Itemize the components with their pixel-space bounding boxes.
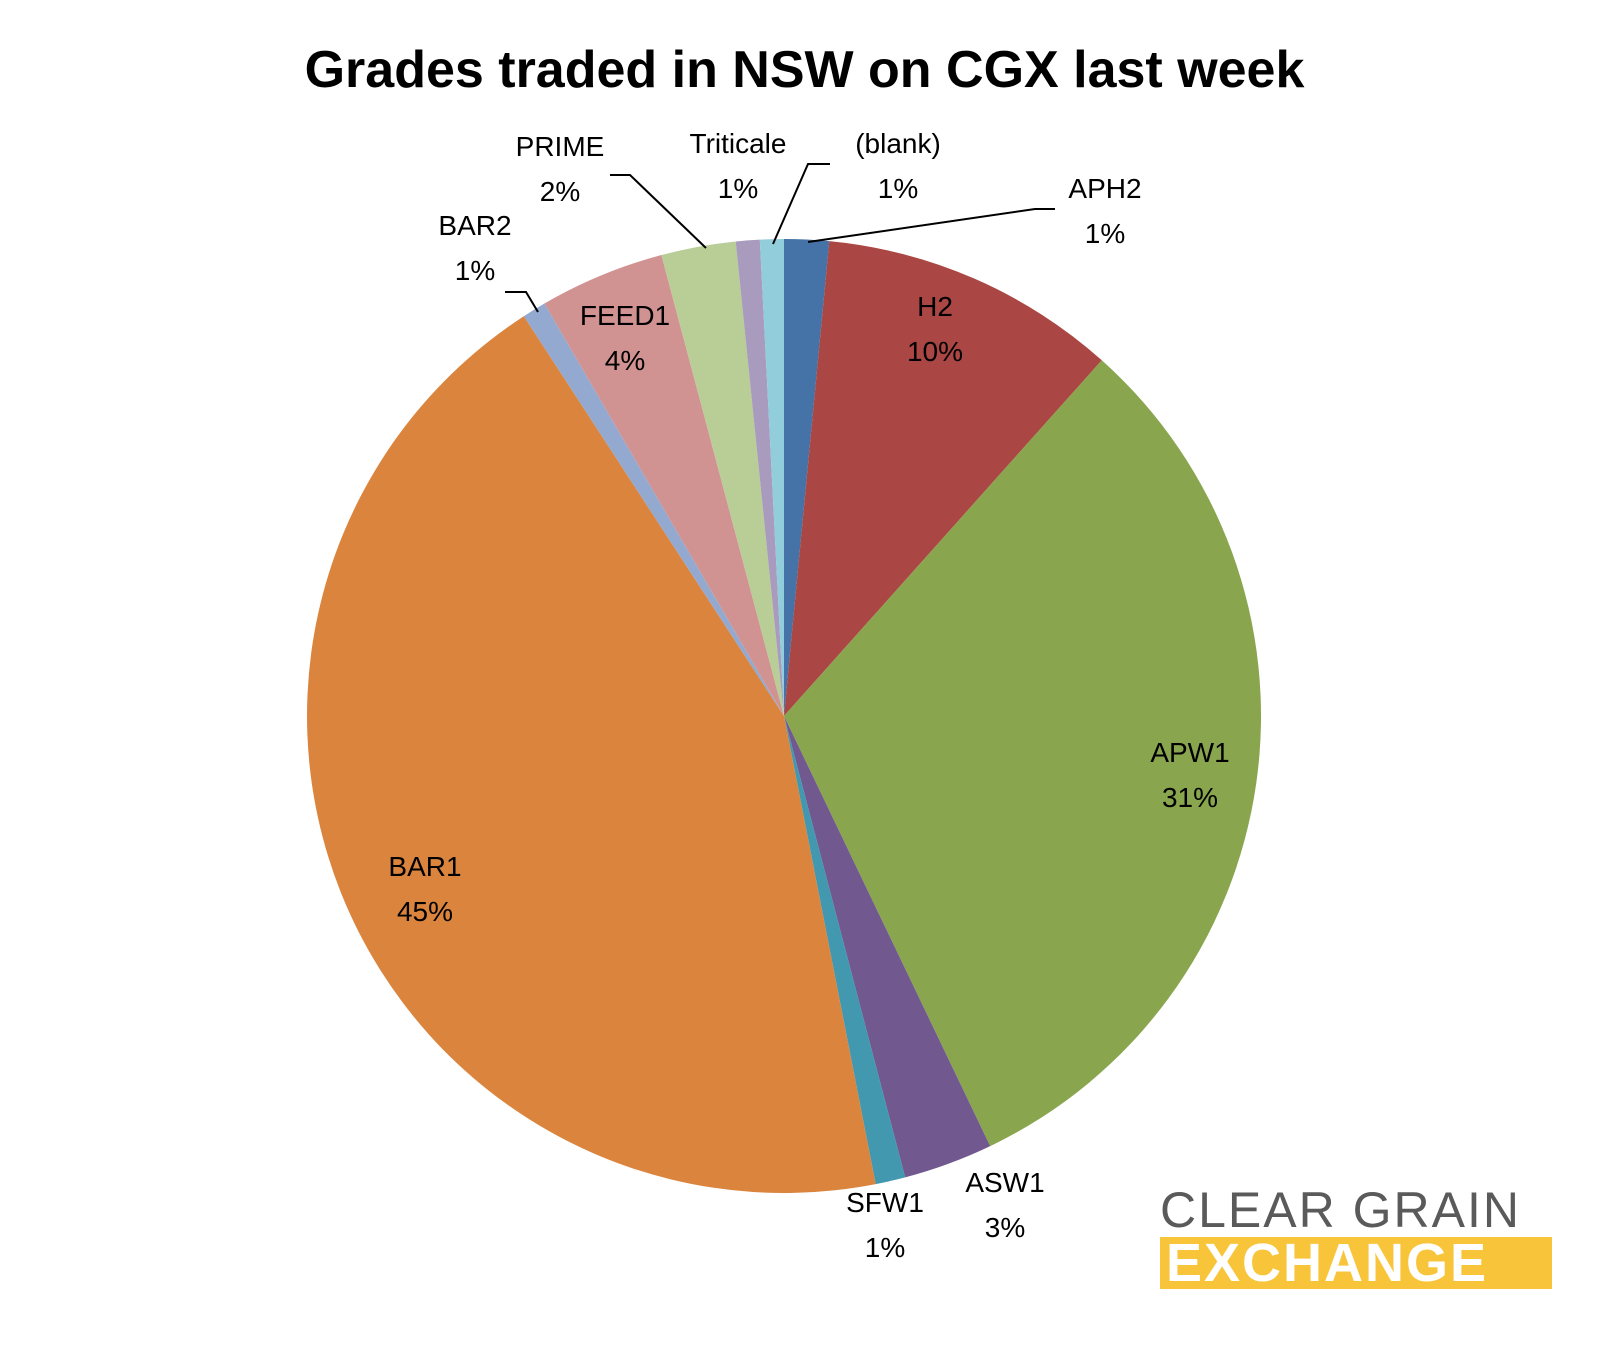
slice-name-label: APW1 (1150, 737, 1229, 768)
slice-name-label: SFW1 (846, 1187, 924, 1218)
leader-line-blank (772, 163, 830, 245)
pie-slice-h2 (784, 241, 1102, 716)
slice-percent-label: 3% (985, 1212, 1025, 1243)
slice-name-label: BAR2 (438, 210, 511, 241)
slice-percent-label: 2% (540, 176, 580, 207)
clear-grain-exchange-logo: CLEAR GRAIN EXCHANGE (1160, 1182, 1560, 1293)
logo-band: EXCHANGE (1160, 1233, 1552, 1293)
pie-slice-triticale (735, 239, 784, 717)
slice-percent-label: 45% (397, 896, 453, 927)
slice-name-label: PRIME (516, 131, 605, 162)
pie-slice-blank (759, 239, 784, 716)
leader-line-aph2 (807, 208, 1055, 243)
slice-percent-label: 1% (718, 173, 758, 204)
logo-text-line2: EXCHANGE (1166, 1233, 1489, 1293)
slice-percent-label: 31% (1162, 782, 1218, 813)
slice-percent-label: 1% (455, 255, 495, 286)
slice-name-label: (blank) (855, 128, 941, 159)
pie-slice-sfw1 (784, 716, 906, 1185)
pie-slice-aph2 (784, 239, 830, 716)
slice-percent-label: 10% (907, 336, 963, 367)
pie-slice-prime (661, 241, 784, 716)
slice-percent-label: 1% (1085, 218, 1125, 249)
slice-percent-label: 1% (865, 1232, 905, 1263)
slice-name-label: BAR1 (388, 851, 461, 882)
chart-title: Grades traded in NSW on CGX last week (304, 41, 1305, 99)
leader-line-prime (610, 174, 707, 249)
logo-text-line1: CLEAR GRAIN (1160, 1182, 1521, 1238)
pie-slice-bar1 (307, 316, 876, 1193)
slice-percent-label: 4% (605, 345, 645, 376)
pie-slice-asw1 (784, 716, 991, 1178)
slice-name-label: APH2 (1068, 173, 1141, 204)
slice-name-label: ASW1 (965, 1167, 1044, 1198)
pie-slice-feed1 (544, 255, 784, 716)
slice-name-label: H2 (917, 291, 953, 322)
pie-slice-bar2 (523, 303, 784, 716)
pie-slice-apw1 (784, 360, 1262, 1147)
slice-name-label: FEED1 (580, 300, 670, 331)
slice-name-label: Triticale (690, 128, 787, 159)
leader-line-bar2 (505, 291, 539, 313)
slice-percent-label: 1% (878, 173, 918, 204)
